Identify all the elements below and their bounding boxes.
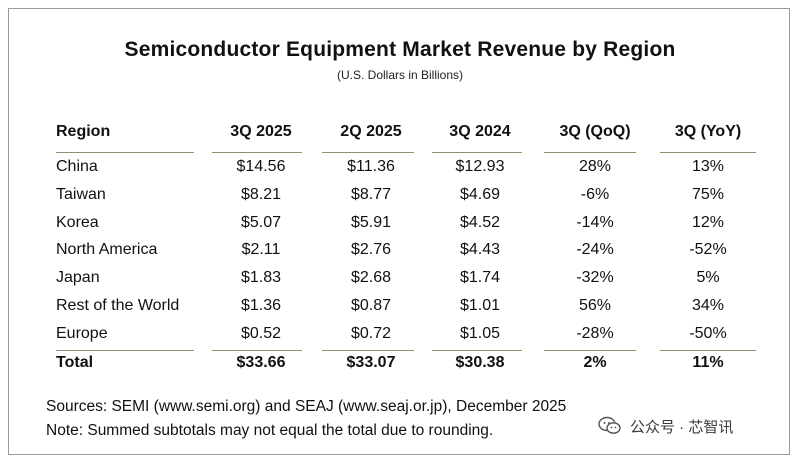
table-cell: -52% (689, 241, 727, 259)
table-cell: $4.52 (459, 213, 501, 231)
row-label: Rest of the World (56, 297, 180, 314)
table-cell: $1.74 (459, 269, 501, 287)
total-cell: $30.38 (455, 353, 505, 371)
table-cell: 28% (578, 158, 612, 175)
watermark-text: 公众号 · 芯智讯 (630, 418, 734, 436)
header-divider (212, 152, 302, 153)
table-cell: 13% (691, 158, 725, 175)
table-cell: -50% (689, 324, 727, 342)
header-divider (432, 152, 522, 153)
watermark: 公众号 · 芯智讯 (598, 414, 733, 438)
chart-title: Semiconductor Equipment Market Revenue b… (124, 38, 676, 61)
table-cell: $2.76 (350, 241, 392, 259)
total-divider (544, 349, 636, 351)
column-header: 3Q 2024 (449, 123, 511, 140)
table-cell: $2.68 (350, 269, 392, 287)
table-cell: 56% (578, 297, 612, 314)
table-cell: $4.69 (459, 185, 501, 203)
table-cell: $1.01 (459, 297, 501, 314)
table-cell: -32% (576, 269, 614, 287)
table-cell: $0.52 (240, 324, 282, 342)
row-label: Korea (56, 213, 99, 231)
total-divider (56, 349, 194, 351)
total-divider (212, 349, 302, 351)
header-divider (56, 152, 194, 153)
table-cell: 34% (691, 297, 725, 314)
total-divider (322, 349, 414, 351)
table-cell: $11.36 (347, 158, 395, 175)
column-header: Region (56, 123, 111, 140)
table-cell: -28% (576, 324, 614, 342)
table-cell: $12.93 (455, 158, 505, 175)
table-cell: 75% (691, 185, 725, 203)
rounding-note: Note: Summed subtotals may not equal the… (46, 422, 494, 439)
table-cell: $8.21 (240, 185, 282, 203)
table-cell: $1.36 (240, 297, 282, 314)
table-cell: 5% (696, 269, 720, 287)
table-cell: -24% (576, 241, 614, 259)
table-cell: -14% (576, 213, 614, 231)
total-cell: 11% (692, 353, 724, 371)
column-header: 3Q (QoQ) (559, 123, 631, 140)
chart-subtitle: (U.S. Dollars in Billions) (336, 68, 464, 82)
chart-frame (8, 8, 790, 455)
table-cell: $8.77 (350, 185, 392, 203)
table-cell: $1.05 (459, 324, 501, 342)
row-label: Taiwan (56, 185, 106, 203)
row-label: Japan (56, 269, 100, 287)
total-cell: 2% (583, 353, 607, 371)
header-divider (322, 152, 414, 153)
row-label: China (56, 158, 98, 175)
table-cell: -6% (580, 185, 610, 203)
column-header: 3Q 2025 (230, 123, 292, 140)
total-cell: $33.66 (236, 353, 286, 371)
header-divider (660, 152, 756, 153)
table-cell: $5.91 (350, 213, 392, 231)
column-header: 2Q 2025 (340, 123, 402, 140)
table-cell: $5.07 (240, 213, 282, 231)
header-divider (544, 152, 636, 153)
table-cell: 12% (691, 213, 725, 231)
row-label: North America (56, 241, 158, 259)
total-label: Total (56, 353, 94, 371)
column-header: 3Q (YoY) (674, 123, 742, 140)
table-cell: $0.72 (350, 324, 392, 342)
table-cell: $2.11 (241, 241, 281, 259)
table-cell: $1.83 (240, 269, 282, 287)
sources-note: Sources: SEMI (www.semi.org) and SEAJ (w… (46, 398, 567, 415)
total-divider (660, 349, 756, 351)
total-divider (432, 349, 522, 351)
row-label: Europe (56, 324, 108, 342)
table-cell: $0.87 (350, 297, 392, 314)
table-cell: $4.43 (459, 241, 501, 259)
table-cell: $14.56 (236, 158, 286, 175)
total-cell: $33.07 (346, 353, 396, 371)
wechat-icon (598, 416, 622, 436)
